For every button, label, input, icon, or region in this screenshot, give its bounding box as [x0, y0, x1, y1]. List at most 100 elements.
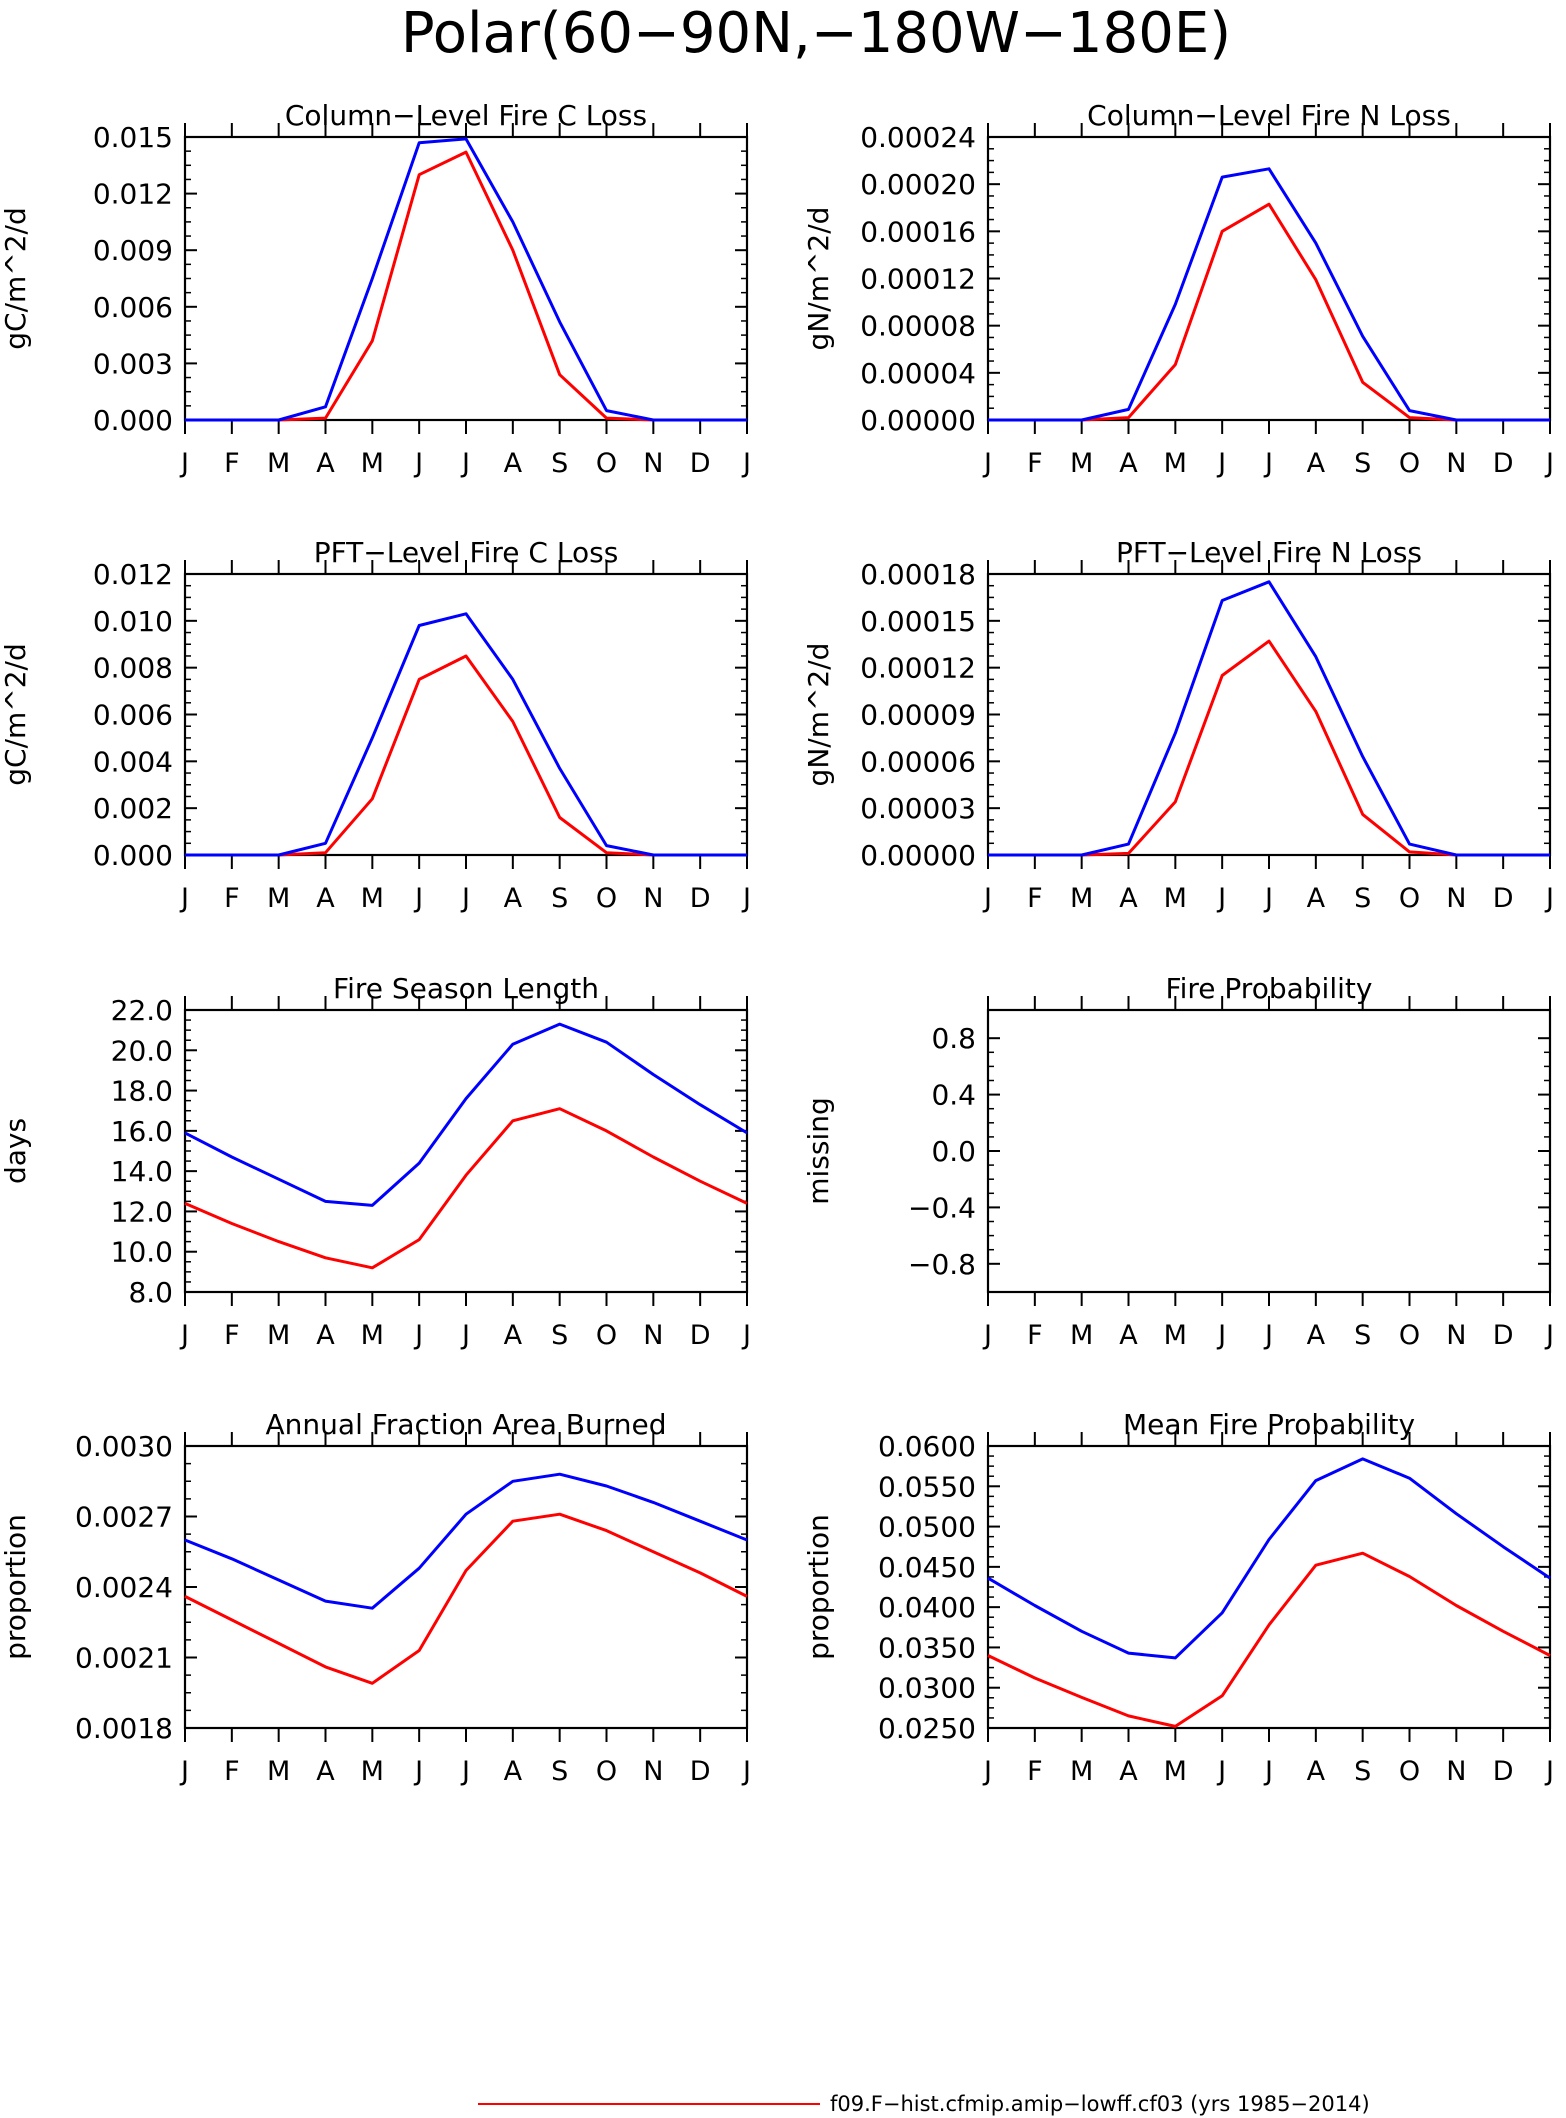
x-tick-label: J [413, 448, 423, 479]
series-line-red [184, 1107, 748, 1270]
x-tick-label: A [1119, 1320, 1138, 1351]
y-tick-label: −0.8 [908, 1248, 976, 1281]
x-tick-label: J [982, 883, 992, 914]
y-tick-label: 0.00004 [860, 357, 976, 390]
y-tick-label: 0.0027 [75, 1501, 173, 1534]
chart-meanprob: Mean Fire Probabilityproportion0.02500.0… [802, 1408, 1554, 1787]
y-tick-label: 0.000 [93, 404, 173, 437]
y-tick-label: 0.00024 [860, 121, 976, 154]
x-tick-label: J [460, 448, 470, 479]
chart-season: Fire Season Lengthdays8.010.012.014.016.… [0, 972, 751, 1351]
x-tick-label: M [1070, 1320, 1093, 1351]
chart-col-n: Column−Level Fire N LossgN/m^2/d0.000000… [802, 99, 1554, 479]
chart-prob: Fire Probabilitymissing−0.8−0.40.00.40.8… [802, 972, 1554, 1351]
x-tick-label: J [460, 1320, 470, 1351]
y-tick-label: 0.00009 [860, 699, 976, 732]
x-tick-label: D [1493, 1320, 1514, 1351]
x-tick-label: M [361, 1756, 384, 1787]
plot-frame [986, 1008, 1552, 1294]
x-tick-label: N [643, 1756, 663, 1787]
y-tick-label: 16.0 [111, 1115, 173, 1148]
x-tick-label: J [982, 1756, 992, 1787]
x-tick-label: N [1446, 1756, 1466, 1787]
y-axis-label: missing [802, 1097, 835, 1205]
series-line-red [185, 654, 747, 857]
plot-frame [986, 1444, 1552, 1730]
y-axis-label: gN/m^2/d [802, 643, 835, 787]
x-tick-label: O [596, 1756, 617, 1787]
y-tick-label: 0.006 [93, 291, 173, 324]
x-tick-label: A [316, 1320, 335, 1351]
y-axis-label: proportion [0, 1514, 32, 1660]
x-tick-label: S [1354, 448, 1371, 479]
x-tick-label: A [504, 1320, 523, 1351]
x-tick-label: S [551, 448, 568, 479]
y-tick-label: 0.003 [93, 347, 173, 380]
x-tick-label: F [224, 448, 240, 479]
x-tick-label: J [460, 883, 470, 914]
y-tick-label: 0.0400 [878, 1591, 976, 1624]
y-tick-label: 14.0 [111, 1155, 173, 1188]
x-tick-label: M [1070, 448, 1093, 479]
y-tick-label: 0.0550 [878, 1470, 976, 1503]
series-line-red [988, 202, 1550, 422]
x-tick-label: F [1027, 883, 1043, 914]
plot-frame [183, 135, 749, 422]
y-axis-label: proportion [802, 1514, 835, 1660]
series-line-blue [184, 1472, 748, 1610]
x-tick-label: A [316, 1756, 335, 1787]
y-axis-label: gN/m^2/d [802, 207, 835, 351]
y-tick-label: 0.0500 [878, 1511, 976, 1544]
chart-panels: Column−Level Fire C LossgC/m^2/d0.0000.0… [0, 99, 1554, 1787]
x-tick-label: O [596, 1320, 617, 1351]
y-tick-label: 18.0 [111, 1075, 173, 1108]
y-tick-label: 0.00000 [860, 839, 976, 872]
x-tick-label: J [1216, 1320, 1226, 1351]
x-tick-label: N [643, 1320, 663, 1351]
x-tick-label: M [361, 883, 384, 914]
x-tick-label: J [179, 448, 189, 479]
figure-title: Polar(60−90N,−180W−180E) [401, 1, 1231, 66]
y-tick-label: 0.006 [93, 699, 173, 732]
x-tick-label: A [316, 448, 335, 479]
x-tick-label: O [1399, 1756, 1420, 1787]
x-tick-label: A [1307, 1756, 1326, 1787]
series-line-blue [185, 137, 747, 422]
legend: f09.F−hist.cfmip.amip−lowff.cf03 (yrs 19… [478, 2092, 1370, 2116]
chart-col-c: Column−Level Fire C LossgC/m^2/d0.0000.0… [0, 99, 751, 479]
y-tick-label: −0.4 [908, 1191, 976, 1224]
x-tick-label: D [1493, 1756, 1514, 1787]
x-tick-label: M [1164, 1320, 1187, 1351]
x-tick-label: A [1307, 448, 1326, 479]
x-tick-label: M [1164, 883, 1187, 914]
x-tick-label: O [1399, 448, 1420, 479]
x-tick-label: J [1263, 1320, 1273, 1351]
x-tick-label: A [1307, 883, 1326, 914]
y-tick-label: 0.010 [93, 605, 173, 638]
x-tick-label: D [690, 1756, 711, 1787]
y-tick-label: 0.4 [931, 1079, 976, 1112]
chart-pft-c: PFT−Level Fire C LossgC/m^2/d0.0000.0020… [0, 536, 751, 914]
chart-pft-n: PFT−Level Fire N LossgN/m^2/d0.000000.00… [802, 536, 1554, 914]
x-tick-label: J [179, 883, 189, 914]
x-tick-label: F [224, 1320, 240, 1351]
y-tick-label: 0.0021 [75, 1642, 173, 1675]
x-tick-label: N [643, 448, 663, 479]
x-tick-label: J [741, 1756, 751, 1787]
y-tick-label: 0.0300 [878, 1672, 976, 1705]
x-tick-label: J [179, 1320, 189, 1351]
series-line-red [988, 639, 1550, 857]
x-tick-label: A [1307, 1320, 1326, 1351]
x-tick-label: S [551, 1756, 568, 1787]
x-tick-label: J [1263, 448, 1273, 479]
x-tick-label: A [504, 883, 523, 914]
x-tick-label: N [1446, 883, 1466, 914]
plot-frame [986, 135, 1552, 422]
y-tick-label: 10.0 [111, 1236, 173, 1269]
series-line-red [184, 1512, 748, 1685]
x-tick-label: N [1446, 1320, 1466, 1351]
x-tick-label: J [413, 883, 423, 914]
x-tick-label: F [1027, 1320, 1043, 1351]
x-tick-label: M [1164, 448, 1187, 479]
